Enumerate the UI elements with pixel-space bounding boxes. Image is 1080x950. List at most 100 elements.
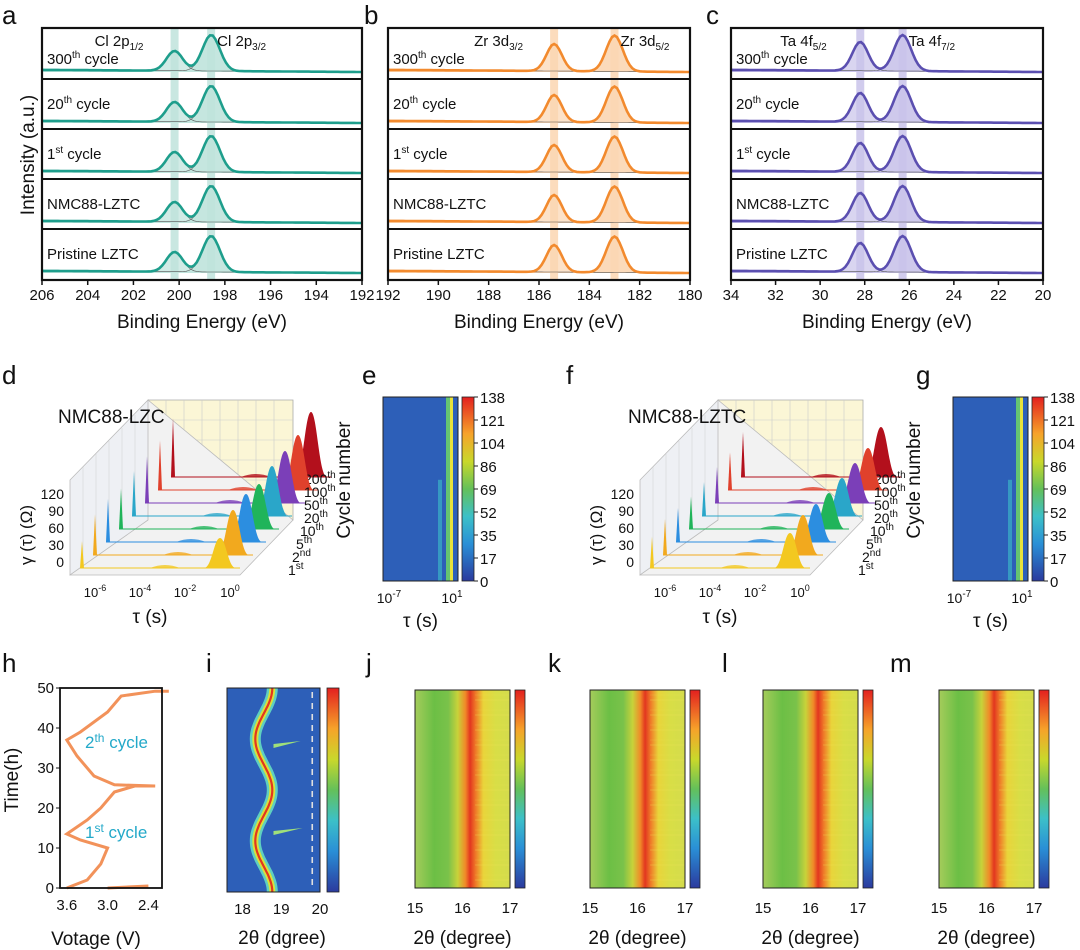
trace-label: 1st cycle	[393, 145, 447, 163]
drt-bump	[163, 552, 193, 555]
heatmap-field	[953, 397, 1028, 581]
x-tick-label: 18	[234, 901, 251, 918]
drt-bump	[215, 500, 245, 503]
heatmap-field	[763, 690, 858, 888]
drt-bump	[746, 539, 776, 542]
cycle-label: 10th	[300, 522, 324, 539]
xps-trace	[41, 134, 362, 175]
cycle-label: 20th	[304, 509, 328, 526]
frame	[59, 687, 163, 889]
peak-label: Ta 4f5/2	[780, 33, 827, 53]
colorbar	[514, 689, 526, 889]
xps-trace	[41, 234, 362, 275]
y-tick-label: 20	[37, 800, 54, 817]
cycle-label: 50th	[874, 496, 898, 513]
xps-fit-fill	[42, 35, 362, 72]
colorbar-label: 69	[1050, 482, 1067, 499]
peak-label: Zr 3d5/2	[621, 33, 670, 53]
x-tick-label: 202	[121, 287, 146, 304]
colorbar-label: 52	[1050, 505, 1067, 522]
y-tick-label: 120	[611, 486, 635, 502]
drt-spike	[663, 519, 667, 555]
x-axis-label: τ (s)	[973, 611, 1008, 632]
x-tick-label: 10-4	[699, 583, 721, 600]
drt-peak	[204, 538, 236, 568]
x-tick-label: 190	[426, 287, 451, 304]
x-tick-label: 10-6	[84, 583, 106, 600]
y-tick-label: 60	[618, 520, 634, 536]
colorbar-label: 35	[480, 528, 497, 545]
x-tick-label: 30	[812, 287, 829, 304]
heatmap-band	[438, 479, 442, 581]
x-tick-label: 34	[723, 287, 740, 304]
xps-trace	[730, 134, 1043, 175]
heatmap-frame	[382, 396, 459, 582]
xps-trace	[41, 33, 362, 74]
x-tick-label: 10-7	[377, 589, 402, 606]
drt-bump	[811, 474, 841, 477]
z-axis-label: Cycle number	[904, 421, 925, 539]
y-tick-label: 30	[618, 537, 634, 553]
xps-frame	[729, 26, 1045, 282]
xrd-panel-i: i 18 19 20 2θ (dgree)	[206, 648, 340, 949]
drt-spike	[145, 456, 149, 503]
trace-label: 20th cycle	[393, 95, 456, 113]
colorbar-label: 52	[480, 505, 497, 522]
trace-label: 1st cycle	[47, 145, 101, 163]
trace-label: 20th cycle	[736, 95, 799, 113]
y-tick-label: 50	[37, 680, 54, 697]
cycle-label: 200th	[874, 470, 906, 487]
x-tick-label: 10-2	[174, 583, 196, 600]
cycle-label: 50th	[304, 496, 328, 513]
frame	[226, 687, 321, 893]
colorbar-label: 86	[480, 459, 497, 476]
xrd-panel-j: j 15 16 17 2θ (degree)	[365, 648, 526, 949]
x-tick-label: 101	[1011, 589, 1033, 606]
trace-label: 300th cycle	[47, 50, 119, 68]
heatmap-band	[1020, 397, 1023, 581]
panel-label-i: i	[206, 648, 212, 678]
x-tick-label: 15	[582, 900, 599, 917]
x-axis-label: Binding Energy (eV)	[454, 312, 624, 333]
cycle-label: 10th	[870, 522, 894, 539]
x-tick-label: 16	[454, 900, 471, 917]
cycle-annotation: 1st cycle	[85, 821, 147, 842]
y-axis-label: Intensity (a.u.)	[18, 95, 39, 215]
panel-label-e: e	[362, 360, 376, 390]
panel-label-k: k	[548, 648, 562, 678]
trace-label: NMC88-LZTC	[47, 196, 141, 213]
xrd-panel-l: l 15 16 17 2θ (degree)	[722, 648, 874, 949]
heatmap-field	[383, 397, 458, 581]
heatmap-band	[1008, 479, 1012, 581]
x-tick-label: 192	[375, 287, 400, 304]
peak-label: Zr 3d3/2	[474, 33, 523, 53]
frame	[762, 689, 859, 889]
panel-title: NMC88-LZC	[58, 407, 165, 428]
drt-spike	[715, 467, 719, 503]
y-axis-label: γ (τ) (Ω)	[587, 505, 606, 565]
xps-trace	[41, 184, 362, 225]
z-axis-label: Cycle number	[334, 421, 355, 539]
cycle-label: 100th	[874, 483, 906, 500]
x-tick-label: 16	[629, 900, 646, 917]
xps-fit-fill	[388, 35, 690, 72]
trace-label: Pristine LZTC	[393, 246, 485, 263]
x-tick-label: 17	[1026, 900, 1043, 917]
heatmap-frame	[952, 396, 1029, 582]
x-tick-label: 100	[790, 583, 809, 600]
drt-bump	[733, 552, 763, 555]
x-tick-label: 10-4	[129, 583, 151, 600]
heatmap-band	[1016, 397, 1021, 581]
frame	[414, 689, 511, 889]
drt-spike	[741, 432, 745, 477]
panel-title: NMC88-LZTC	[628, 407, 746, 428]
drt-spike	[119, 488, 123, 529]
heatmap-field	[939, 690, 1034, 888]
trace-label: 1st cycle	[736, 145, 790, 163]
cycle-annotation: 2th cycle	[85, 731, 148, 752]
x-tick-label: 17	[850, 900, 867, 917]
colorbar	[1038, 689, 1050, 889]
peak-label: Cl 2p3/2	[217, 33, 266, 53]
panel-label-m: m	[890, 648, 912, 678]
colorbar-label: 121	[480, 413, 505, 430]
